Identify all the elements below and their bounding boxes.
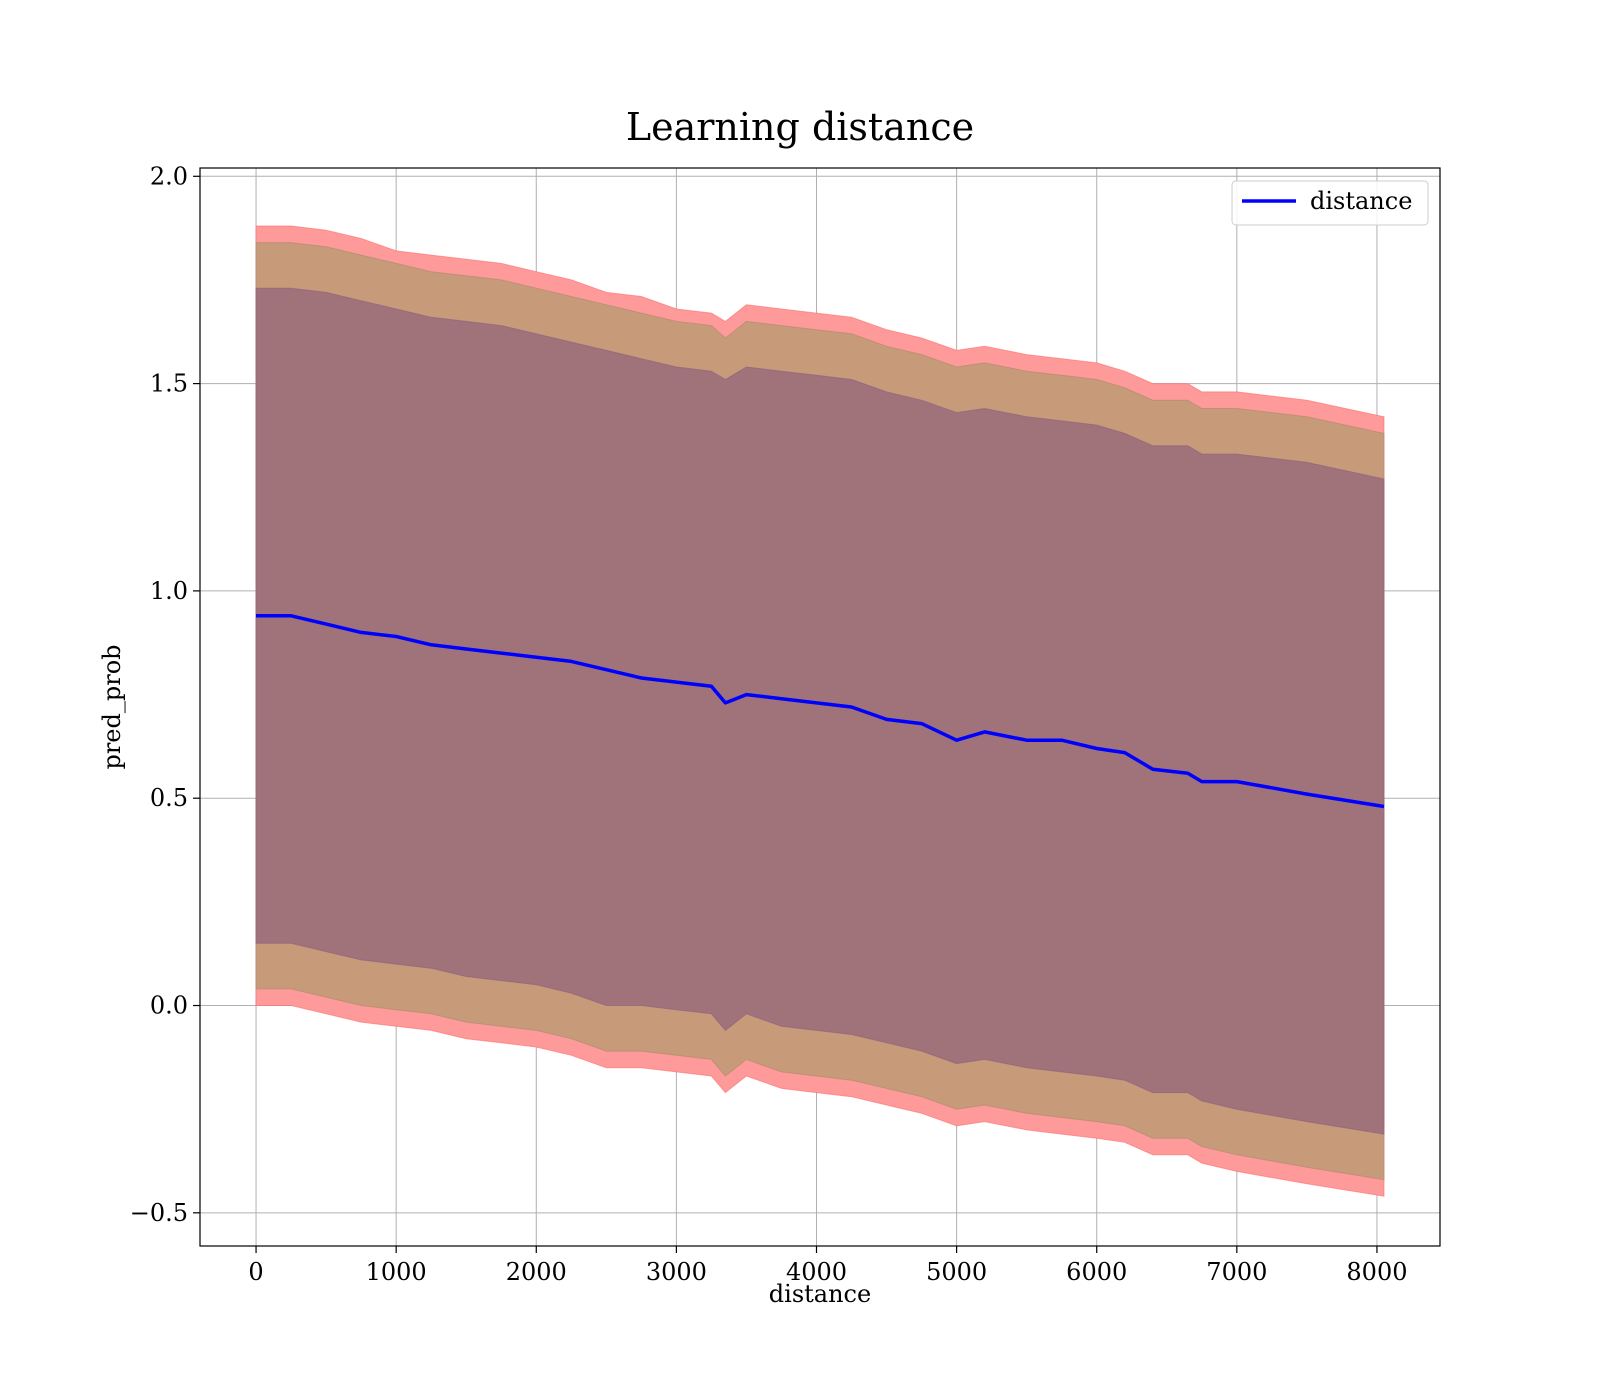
x-tick-label: 7000 [1206,1258,1267,1286]
legend-box [1231,180,1429,226]
legend-label-distance: distance [1310,187,1412,215]
x-tick-label: 2000 [506,1258,567,1286]
plot-area-frame [199,167,1441,1247]
x-tick-label: 4000 [786,1258,847,1286]
x-tick-label: 0 [248,1258,263,1286]
y-tick-label: 1.0 [150,577,188,605]
chart-title: Learning distance [626,105,974,149]
x-axis-label: distance [769,1280,871,1308]
x-tick-label: 5000 [926,1258,987,1286]
y-tick-label: 2.0 [150,162,188,190]
series-lines [256,614,1385,809]
x-tick-label: 6000 [1066,1258,1127,1286]
x-tick-label: 1000 [366,1258,427,1286]
y-ticks: −0.5 0.0 0.5 1.0 1.5 2.0 [130,162,200,1227]
y-tick-label: 0.5 [150,784,188,812]
y-tick-label: 0.0 [150,992,188,1020]
legend: distance [1231,180,1429,226]
bands [255,225,1385,1197]
series-line-distance [256,614,1385,809]
x-ticks: 0 1000 2000 3000 4000 5000 6000 7000 8000 [248,1246,1407,1286]
band-inner [255,287,1385,1135]
y-tick-label: −0.5 [130,1199,188,1227]
y-tick-label: 1.5 [150,370,188,398]
y-axis-label: pred_prob [98,644,126,769]
x-tick-label: 8000 [1346,1258,1407,1286]
x-tick-label: 3000 [646,1258,707,1286]
